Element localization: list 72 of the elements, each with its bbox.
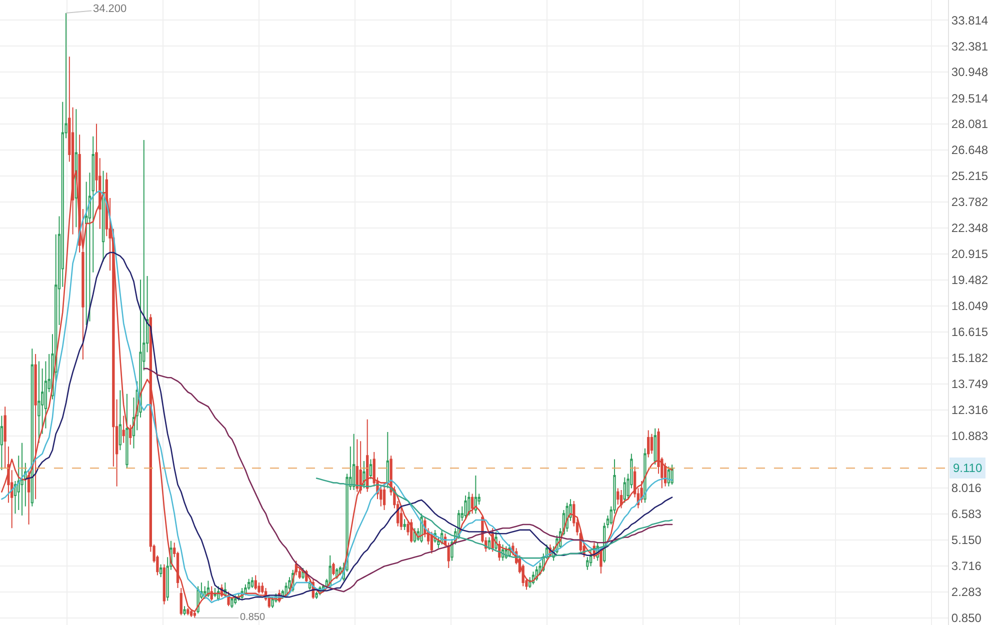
candlestick xyxy=(464,495,467,520)
candlestick xyxy=(234,594,237,605)
candlestick xyxy=(230,596,234,608)
y-tick-label: 29.514 xyxy=(951,91,988,106)
y-tick-label: 22.348 xyxy=(951,221,988,236)
candlestick xyxy=(34,354,37,500)
candlestick xyxy=(129,424,132,446)
candlestick xyxy=(474,475,478,514)
candlestick xyxy=(250,576,254,588)
candlestick xyxy=(159,564,162,578)
candlestick xyxy=(210,586,213,602)
candlestick xyxy=(20,442,24,516)
y-tick-label: 15.182 xyxy=(951,351,988,366)
candlestick xyxy=(667,466,670,487)
y-tick-label: 16.615 xyxy=(951,325,988,340)
ref-line-label: 9.110 xyxy=(953,461,982,475)
candlestick xyxy=(359,440,362,494)
line-series xyxy=(143,368,673,592)
y-tick-label: 3.716 xyxy=(951,559,982,574)
candlestick xyxy=(214,588,216,598)
candlestick xyxy=(623,476,626,504)
candlestick xyxy=(650,433,654,454)
candlestick xyxy=(386,432,389,489)
candlestick xyxy=(356,438,359,492)
candlestick xyxy=(126,393,128,469)
y-tick-label: 32.381 xyxy=(951,39,988,54)
candlestick xyxy=(600,548,602,574)
candlestick xyxy=(227,591,230,607)
candlestick xyxy=(616,488,620,506)
candlestick xyxy=(654,428,656,466)
y-tick-label: 10.883 xyxy=(951,429,988,444)
line-series xyxy=(316,478,673,559)
y-tick-label: 8.016 xyxy=(951,481,982,496)
y-tick-label: 12.316 xyxy=(951,403,988,418)
y-tick-label: 18.049 xyxy=(951,299,988,314)
candlestick xyxy=(102,170,105,262)
line-series xyxy=(24,252,673,600)
candlestick xyxy=(362,460,366,489)
y-tick-label: 23.782 xyxy=(951,195,988,210)
y-tick-label: 6.583 xyxy=(951,507,982,522)
candlestick xyxy=(38,360,40,444)
candlestick xyxy=(403,518,406,530)
candlestick xyxy=(366,418,369,492)
candlestick xyxy=(254,574,257,590)
candlestick xyxy=(470,493,474,514)
y-tick-label: 20.915 xyxy=(951,247,988,262)
y-tick-label: 25.215 xyxy=(951,169,988,184)
candlestick xyxy=(352,433,356,491)
candlestick xyxy=(30,348,34,507)
annotation: 0.850 xyxy=(240,612,266,623)
candlestick xyxy=(162,564,166,605)
y-tick-label: 33.814 xyxy=(951,13,988,28)
candlestick xyxy=(644,448,646,504)
candlestick xyxy=(122,415,125,444)
y-tick-label: 26.648 xyxy=(951,143,988,158)
y-tick-label: 30.948 xyxy=(951,65,988,80)
candlestick xyxy=(183,606,186,616)
candlestick xyxy=(647,430,650,458)
y-tick-label: 2.283 xyxy=(951,585,982,600)
candlestick xyxy=(382,482,386,511)
annotation: 34.200 xyxy=(93,3,127,15)
candlestick xyxy=(332,562,335,576)
y-tick-label: 13.749 xyxy=(951,377,988,392)
candlestick xyxy=(27,470,30,526)
candlestick xyxy=(118,390,122,451)
candlestick xyxy=(620,490,623,509)
y-tick-label: 0.850 xyxy=(951,611,982,625)
y-tick-label: 28.081 xyxy=(951,117,988,132)
y-tick-label: 5.150 xyxy=(951,533,982,548)
candlestick xyxy=(468,491,470,516)
candlestick xyxy=(369,458,372,480)
y-tick-label: 19.482 xyxy=(951,273,988,288)
